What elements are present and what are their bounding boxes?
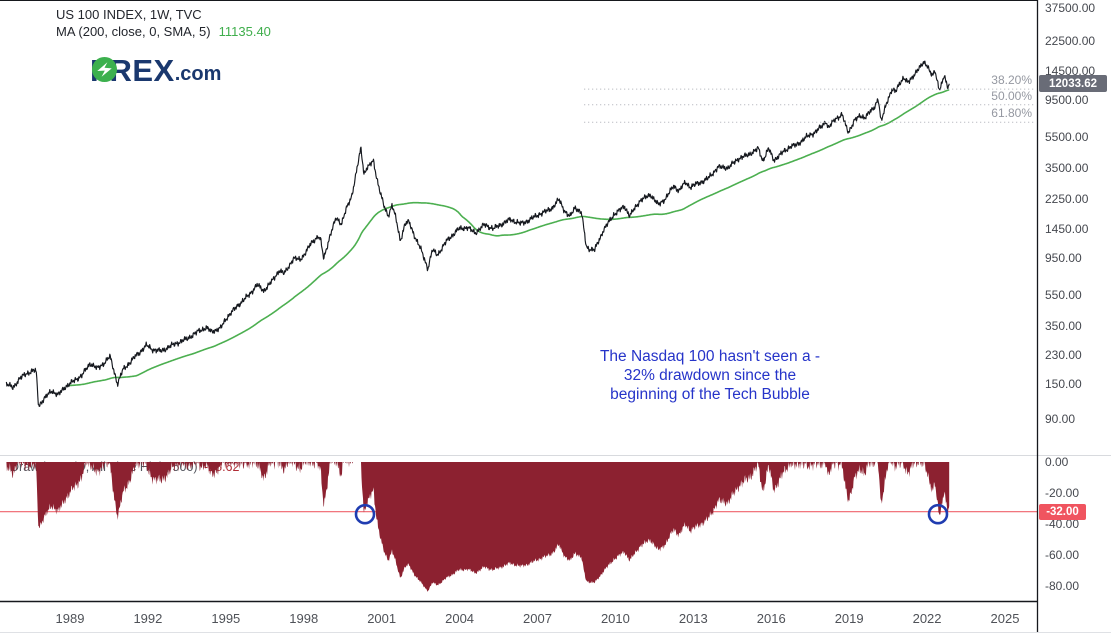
fib-level-label: 61.80% [991, 106, 1032, 121]
time-tick-label: 1998 [289, 611, 319, 626]
ma-value: 11135.40 [218, 24, 271, 39]
price-tick-label: 90.00 [1045, 412, 1076, 427]
time-tick-label: 1992 [133, 611, 163, 626]
time-tick-label: 2004 [445, 611, 475, 626]
price-tick-label: 22500.00 [1045, 33, 1096, 48]
price-tick-label: 9500.00 [1045, 93, 1089, 107]
price-tick-label: 350.00 [1045, 319, 1082, 334]
time-tick-label: 2025 [990, 611, 1020, 626]
logo-text-com: .com [174, 62, 222, 85]
time-tick-label: 2007 [523, 611, 552, 626]
time-tick-label: 2010 [600, 611, 630, 626]
sma200-line-series [67, 88, 950, 387]
drawdown-circle-annotation[interactable] [927, 503, 949, 525]
logo-o-lightning-icon [91, 56, 118, 83]
price-tick-label: 150.00 [1045, 377, 1082, 392]
level-price-badge: -32.00 [1039, 503, 1086, 520]
time-tick-label: 2019 [834, 611, 864, 626]
drawdown-tick-label: -80.00 [1045, 579, 1080, 594]
note-line: The Nasdaq 100 hasn't seen a - [599, 348, 821, 365]
symbol-title[interactable]: US 100 INDEX, 1W, TVC [56, 7, 202, 22]
drawdown-circle-annotation[interactable] [354, 503, 376, 525]
drawdown-tick-label: 0.00 [1045, 455, 1069, 469]
time-tick-label: 1995 [211, 611, 241, 626]
time-tick-label: 1989 [55, 611, 85, 626]
price-tick-label: 5500.00 [1045, 130, 1089, 145]
time-tick-label: 2016 [756, 611, 786, 626]
drawdown-tick-label: -60.00 [1045, 548, 1080, 563]
time-tick-label: 2013 [678, 611, 708, 626]
price-tick-label: 14500.00 [1045, 64, 1096, 79]
logo-text-rex: REX [109, 53, 175, 88]
price-tick-label: 1450.00 [1045, 221, 1089, 236]
price-line-series [5, 60, 950, 407]
note-line: 32% drawdown since the [623, 367, 797, 384]
ma-indicator-legend[interactable]: MA (200, close, 0, SMA, 5) 11135.40 [56, 23, 271, 40]
price-tick-label: 950.00 [1045, 250, 1082, 265]
drawdown-tick-label: -40.00 [1045, 517, 1080, 532]
ma-label: MA (200, close, 0, SMA, 5) [56, 24, 211, 39]
time-tick-label: 2001 [367, 611, 397, 626]
analyst-note: The Nasdaq 100 hasn't seen a - 32% drawd… [555, 347, 865, 404]
note-line: beginning of the Tech Bubble [610, 386, 810, 403]
price-tick-label: 3500.00 [1045, 161, 1089, 176]
forex-com-logo: F REX .com [90, 53, 222, 88]
price-tick-label: 2250.00 [1045, 191, 1089, 206]
drawdown-area-series [6, 462, 950, 592]
drawdown-tick-label: -20.00 [1045, 486, 1080, 501]
fib-level-label: 38.20% [991, 73, 1032, 88]
fib-level-label: 50.00% [991, 88, 1032, 103]
price-tick-label: 230.00 [1045, 347, 1082, 362]
price-tick-label: 37500.00 [1045, 1, 1096, 15]
time-tick-label: 2022 [912, 611, 942, 626]
chart-legend: US 100 INDEX, 1W, TVC MA (200, close, 0,… [56, 6, 271, 40]
price-tick-label: 550.00 [1045, 288, 1082, 303]
last-price-badge: 12033.62 [1039, 75, 1107, 93]
